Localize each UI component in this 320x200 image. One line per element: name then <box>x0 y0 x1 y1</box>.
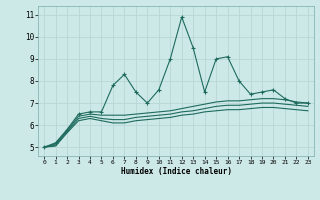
X-axis label: Humidex (Indice chaleur): Humidex (Indice chaleur) <box>121 167 231 176</box>
